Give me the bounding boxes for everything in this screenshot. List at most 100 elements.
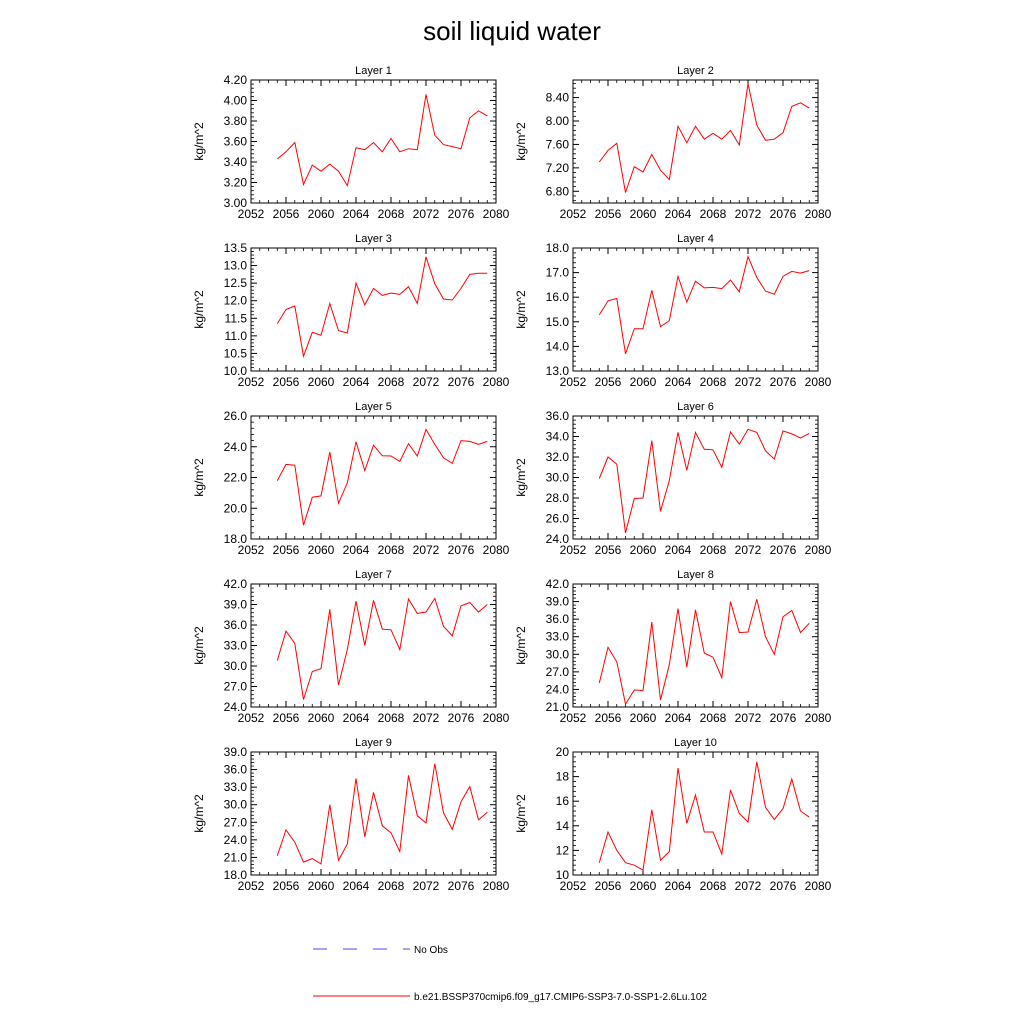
panel-title: Layer 2 (677, 65, 714, 77)
y-tick-label: 42.0 (546, 577, 570, 591)
series-line-1 (598, 599, 810, 706)
y-tick-label: 32.0 (546, 450, 570, 464)
x-tick-label: 2052 (560, 543, 587, 557)
x-tick-label: 2064 (343, 711, 370, 725)
x-tick-label: 2052 (560, 879, 587, 893)
y-tick-label: 30.0 (546, 647, 570, 661)
x-tick-label: 2072 (735, 207, 762, 221)
x-tick-label: 2080 (805, 543, 832, 557)
x-tick-label: 2056 (273, 207, 300, 221)
y-tick-label: 30.0 (224, 659, 248, 673)
chart-panel-layer-2: Layer 2 2052 2056 2060 2064 2068 2072 2076 2080 6… (514, 65, 832, 221)
x-tick-label: 2076 (770, 543, 797, 557)
panel-title: Layer 3 (355, 233, 392, 245)
plot-frame (250, 79, 497, 204)
y-axis-label: kg/m^2 (514, 458, 528, 497)
x-tick-label: 2068 (378, 375, 405, 389)
x-tick-label: 2072 (735, 543, 762, 557)
series-line-1 (276, 94, 488, 187)
y-tick-label: 11.5 (225, 311, 248, 325)
panel-title: Layer 5 (355, 401, 392, 413)
x-tick-label: 2064 (343, 375, 370, 389)
y-tick-label: 21.0 (224, 850, 248, 864)
x-tick-label: 2052 (238, 207, 265, 221)
y-tick-label: 12 (556, 843, 570, 857)
y-tick-label: 14 (556, 819, 570, 833)
panel-title: Layer 9 (355, 737, 392, 749)
x-tick-label: 2072 (735, 879, 762, 893)
x-tick-label: 2056 (273, 879, 300, 893)
y-axis-label: kg/m^2 (514, 122, 528, 161)
x-tick-label: 2068 (378, 879, 405, 893)
y-tick-label: 10.5 (224, 346, 248, 360)
y-tick-label: 17.0 (546, 266, 570, 280)
y-axis-label: kg/m^2 (514, 626, 528, 665)
y-tick-label: 36.0 (546, 409, 570, 423)
y-tick-label: 36.0 (546, 612, 570, 626)
x-tick-label: 2080 (805, 879, 832, 893)
y-tick-label: 13.0 (546, 364, 570, 378)
chart-panel-layer-8: Layer 8 2052 2056 2060 2064 2068 2072 2076 2080 2… (514, 569, 832, 725)
x-tick-label: 2052 (560, 375, 587, 389)
x-tick-label: 2080 (805, 207, 832, 221)
x-tick-label: 2060 (308, 543, 335, 557)
y-tick-label: 3.00 (224, 196, 248, 210)
x-tick-label: 2068 (700, 711, 727, 725)
y-tick-label: 12.0 (224, 294, 248, 308)
x-tick-label: 2060 (630, 207, 657, 221)
chart-panel-layer-3: Layer 3 2052 2056 2060 2064 2068 2072 2076 2080 1… (192, 233, 510, 389)
y-tick-label: 33.0 (224, 780, 248, 794)
y-tick-label: 24.0 (224, 833, 248, 847)
x-tick-label: 2056 (273, 543, 300, 557)
y-tick-label: 26.0 (224, 409, 248, 423)
y-axis-label: kg/m^2 (192, 626, 206, 665)
x-tick-label: 2064 (665, 879, 692, 893)
chart-panel-layer-10: Layer 10 2052 2056 2060 2064 2068 2072 2076 2080… (514, 737, 832, 893)
x-tick-label: 2068 (700, 375, 727, 389)
x-tick-label: 2072 (413, 879, 440, 893)
x-tick-label: 2080 (483, 207, 510, 221)
y-axis-label: kg/m^2 (514, 290, 528, 329)
x-tick-label: 2068 (378, 207, 405, 221)
y-tick-label: 39.0 (546, 595, 570, 609)
y-tick-label: 42.0 (224, 577, 248, 591)
series-line-1 (598, 83, 810, 193)
x-tick-label: 2072 (413, 207, 440, 221)
y-tick-label: 18 (556, 770, 570, 784)
x-tick-label: 2076 (448, 711, 475, 725)
x-tick-label: 2064 (665, 711, 692, 725)
y-tick-label: 28.0 (546, 491, 570, 505)
x-tick-label: 2076 (770, 375, 797, 389)
x-tick-label: 2060 (630, 711, 657, 725)
y-tick-label: 20 (556, 745, 570, 759)
x-tick-label: 2056 (595, 543, 622, 557)
y-tick-label: 10 (556, 868, 570, 882)
x-tick-label: 2068 (700, 543, 727, 557)
x-tick-label: 2068 (700, 207, 727, 221)
x-tick-label: 2060 (308, 711, 335, 725)
x-tick-label: 2080 (805, 375, 832, 389)
y-tick-label: 39.0 (224, 745, 248, 759)
y-axis-label: kg/m^2 (192, 794, 206, 833)
y-tick-label: 8.00 (546, 114, 570, 128)
x-tick-label: 2064 (665, 207, 692, 221)
x-tick-label: 2052 (560, 711, 587, 725)
plot-frame (572, 751, 819, 876)
series-line-1 (276, 597, 488, 700)
x-tick-label: 2080 (805, 711, 832, 725)
panel-title: Layer 4 (677, 233, 714, 245)
y-tick-label: 18.0 (224, 868, 248, 882)
x-tick-label: 2072 (735, 375, 762, 389)
y-tick-label: 30.0 (224, 798, 248, 812)
y-axis-label: kg/m^2 (514, 794, 528, 833)
x-tick-label: 2076 (770, 879, 797, 893)
y-tick-label: 21.0 (546, 700, 570, 714)
y-tick-label: 10.0 (224, 364, 248, 378)
panels: Layer 1 2052 2056 2060 2064 2068 2072 2076 2080 3… (192, 65, 832, 893)
x-tick-label: 2060 (308, 375, 335, 389)
y-tick-label: 18.0 (224, 532, 248, 546)
panel-title: Layer 10 (674, 737, 717, 749)
y-tick-label: 3.80 (224, 114, 248, 128)
y-tick-label: 11.0 (225, 329, 248, 343)
